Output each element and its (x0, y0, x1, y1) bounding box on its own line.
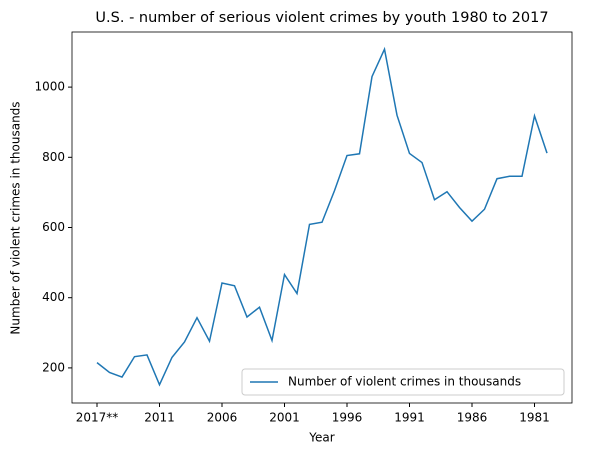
x-tick-label: 1981 (519, 411, 550, 425)
x-tick-label: 2006 (207, 411, 238, 425)
y-tick-label: 600 (42, 220, 65, 234)
legend-label: Number of violent crimes in thousands (288, 375, 521, 389)
x-tick-label: 2011 (144, 411, 175, 425)
y-tick-label: 1000 (34, 80, 65, 94)
x-tick-label: 2017** (76, 411, 119, 425)
y-tick-label: 400 (42, 290, 65, 304)
y-tick-label: 800 (42, 150, 65, 164)
plot-frame (71, 31, 573, 404)
x-tick-label: 2001 (269, 411, 300, 425)
y-axis-label: Number of violent crimes in thousands (9, 101, 23, 334)
legend: Number of violent crimes in thousands (241, 368, 565, 396)
legend-box (241, 368, 565, 396)
x-tick-label: 1986 (457, 411, 488, 425)
x-tick-label: 1991 (394, 411, 425, 425)
line-series (96, 46, 548, 387)
y-tick-label: 200 (42, 360, 65, 374)
x-tick-label: 1996 (332, 411, 363, 425)
x-axis-label: Year (308, 431, 334, 445)
chart-title: U.S. - number of serious violent crimes … (95, 10, 548, 26)
